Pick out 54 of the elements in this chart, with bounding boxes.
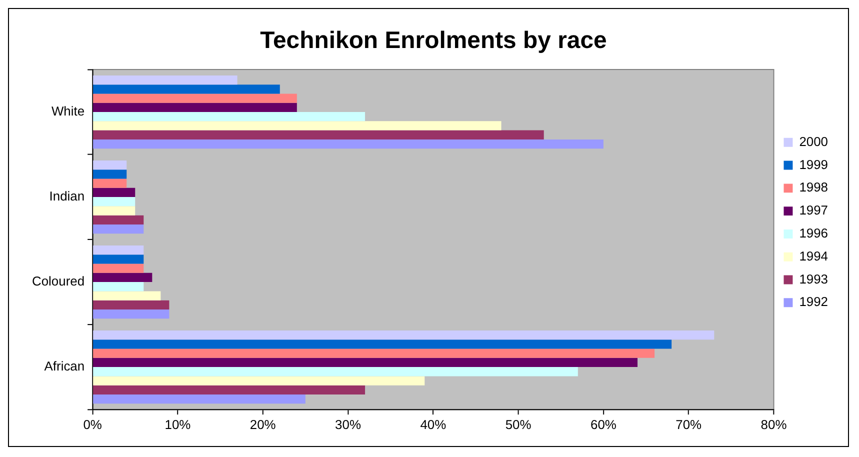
chart-title: Technikon Enrolments by race xyxy=(260,26,607,54)
y-tick-label: Coloured xyxy=(32,274,85,289)
bar xyxy=(93,376,425,386)
x-tick-label: 40% xyxy=(420,416,447,432)
bar xyxy=(93,112,366,122)
bar xyxy=(93,330,714,340)
bar xyxy=(93,309,170,319)
bar xyxy=(93,348,655,358)
legend-label: 1996 xyxy=(799,226,828,241)
bar xyxy=(93,264,144,273)
bar xyxy=(93,367,578,376)
x-tick-label: 20% xyxy=(250,416,276,432)
bar xyxy=(93,139,604,149)
bar xyxy=(93,300,170,310)
bar xyxy=(93,121,502,130)
bar xyxy=(93,178,127,188)
y-tick-label: African xyxy=(44,358,85,374)
bar xyxy=(93,75,238,85)
legend-label: 1997 xyxy=(799,202,828,218)
bar xyxy=(93,282,144,292)
bar xyxy=(93,272,152,282)
x-tick-label: 50% xyxy=(505,416,532,432)
bar xyxy=(93,130,544,140)
bar xyxy=(93,291,161,300)
bar xyxy=(93,197,136,206)
bar xyxy=(93,188,136,198)
legend-label: 1998 xyxy=(799,180,828,195)
legend-label: 1994 xyxy=(799,248,828,264)
bar xyxy=(93,102,297,112)
bar xyxy=(93,215,144,224)
bar xyxy=(93,224,144,234)
legend-label: 2000 xyxy=(799,134,828,149)
bar xyxy=(93,160,127,170)
bar xyxy=(93,358,638,368)
y-tick-label: White xyxy=(51,104,85,119)
legend-label: 1993 xyxy=(799,271,828,286)
x-tick-label: 80% xyxy=(760,416,788,432)
bar xyxy=(93,84,280,94)
bar xyxy=(93,245,144,255)
bar xyxy=(93,254,144,264)
bar xyxy=(93,394,306,404)
x-tick-label: 10% xyxy=(164,416,192,432)
legend-label: 1999 xyxy=(799,156,828,172)
bar xyxy=(93,170,127,179)
x-tick-label: 60% xyxy=(590,416,617,432)
bar xyxy=(93,385,366,394)
y-tick-label: Indian xyxy=(49,188,85,204)
x-tick-label: 0% xyxy=(83,416,102,432)
bar xyxy=(93,340,672,349)
legend-label: 1992 xyxy=(799,294,828,310)
bar xyxy=(93,94,297,103)
x-tick-label: 70% xyxy=(676,416,702,432)
bar xyxy=(93,206,136,216)
x-tick-label: 30% xyxy=(335,416,362,432)
